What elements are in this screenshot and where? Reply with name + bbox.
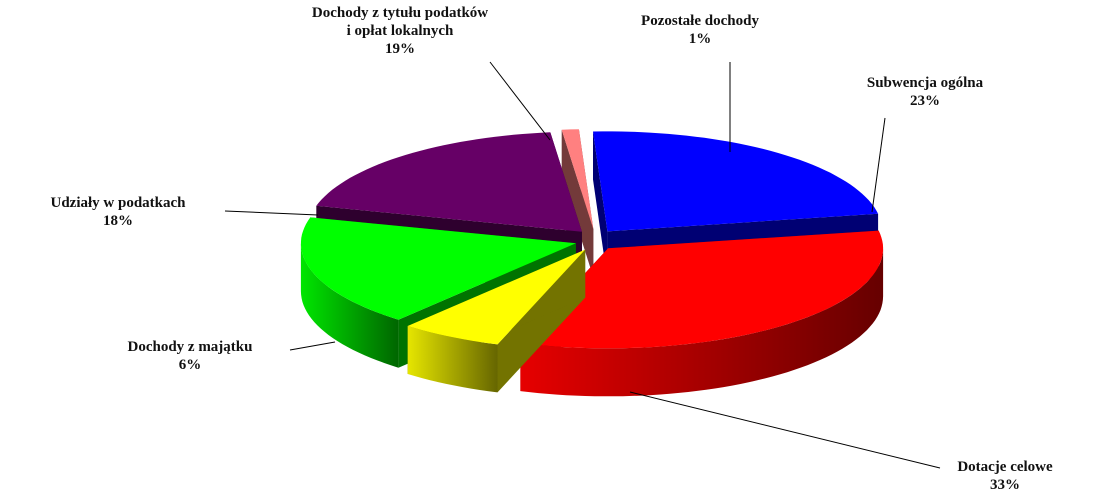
slice-side [561,129,594,277]
slice [561,129,594,277]
value-label: 23% [910,93,940,109]
slice-label: Dochody z majątku 6% [85,338,295,374]
slice-label: Subwencja ogólna 23% [820,74,1030,110]
value-label: 33% [990,477,1020,493]
slice-label: Udziały w podatkach 18% [13,194,223,230]
slice-side [407,326,498,393]
slice-top [300,217,576,320]
leader-line [871,117,886,213]
value-label: 1% [688,31,712,47]
slice-side [520,248,884,397]
leader-line [489,61,551,141]
slice-label: Dochody z tytułu podatków i opłat lokaln… [310,4,490,58]
category-name: Dochody z majątku [127,339,253,355]
slice-top [316,132,582,232]
leader-line [289,341,336,351]
leader-line [629,391,941,469]
value-label: 18% [103,213,133,229]
value-label: 6% [178,357,202,373]
category-name: Udziały w podatkach [50,195,186,211]
leader-line [224,210,319,216]
slice-label: Dotacje celowe 33% [900,458,1099,494]
category-name: Dotacje celowe [957,459,1053,475]
slice-top [520,230,884,349]
category-name: Dochody z tytułu podatków i opłat lokaln… [311,5,489,39]
slice-label: Pozostałe dochody 1% [595,12,805,48]
slice-top [407,249,586,345]
category-name: Subwencja ogólna [866,75,984,91]
slice [407,249,586,393]
value-label: 19% [385,41,415,57]
slice-top [593,131,879,232]
slice-top [561,129,594,229]
slice-side [593,131,608,280]
slice-side [300,243,399,368]
category-name: Pozostałe dochody [641,13,759,29]
